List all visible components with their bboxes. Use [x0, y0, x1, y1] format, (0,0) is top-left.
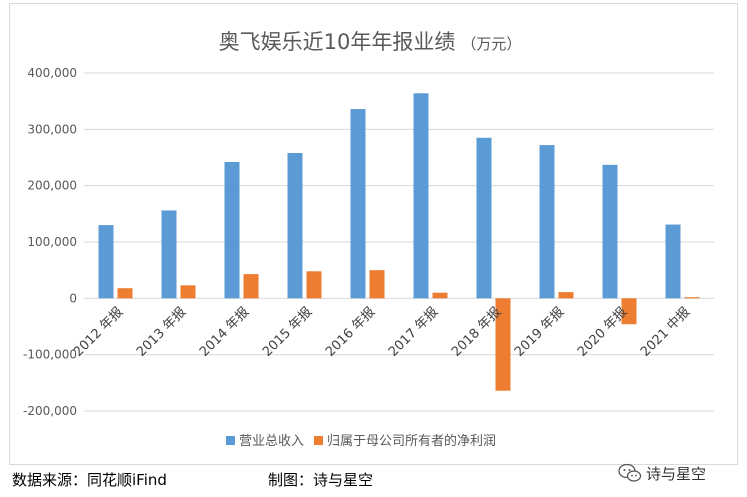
y-tick-label: -200,000 [23, 404, 77, 418]
net-profit-bar [432, 292, 448, 299]
y-tick-label: 200,000 [27, 179, 77, 193]
x-tick-label: 2019 年报 [512, 305, 567, 360]
revenue-bar [539, 145, 555, 299]
y-tick-label: 0 [69, 291, 77, 305]
revenue-bar [161, 210, 177, 299]
x-tick-label: 2012 年报 [71, 305, 126, 360]
x-tick-label: 2017 年报 [386, 305, 441, 360]
net-profit-bar [306, 271, 322, 299]
wechat-icon [618, 463, 642, 482]
net-profit-bar [180, 285, 196, 299]
revenue-bar [413, 93, 429, 299]
net-profit-bar [684, 297, 700, 299]
bar-chart: 奥飞娱乐近10年年报业绩 （万元） -200,000 -100,000 0 100,00… [23, 30, 714, 449]
legend: 营业总收入 归属于母公司所有者的净利润 [226, 433, 496, 449]
legend-label: 归属于母公司所有者的净利润 [327, 433, 496, 449]
net-profit-bar [369, 270, 385, 299]
x-tick-label: 2014 年报 [197, 305, 252, 360]
revenue-bar [665, 224, 681, 299]
revenue-bar [287, 152, 303, 299]
x-axis-ticks: 2012 年报 2013 年报 2014 年报 2015 年报 2016 年报 2017 … [71, 305, 693, 360]
chart-title: 奥飞娱乐近10年年报业绩 （万元） [219, 30, 522, 54]
revenue-bar [98, 225, 114, 299]
legend-swatch [314, 436, 323, 445]
net-profit-bar [243, 274, 259, 299]
net-profit-bar [621, 298, 637, 325]
chart-frame: 奥飞娱乐近10年年报业绩 （万元） -200,000 -100,000 0 100,00… [9, 3, 738, 465]
legend-label: 营业总收入 [239, 434, 304, 449]
net-profit-bar [495, 298, 511, 391]
revenue-bar [602, 164, 618, 299]
watermark-text: 诗与星空 [646, 464, 707, 483]
y-axis-ticks: -200,000 -100,000 0 100,000 200,000 300,000 40… [23, 66, 77, 418]
revenue-bar [224, 162, 240, 299]
revenue-bar [350, 109, 366, 299]
grid-lines [84, 72, 714, 412]
x-tick-label: 2015 年报 [260, 305, 315, 360]
legend-swatch [226, 436, 235, 445]
net-profit-bar [558, 292, 574, 299]
net-profit-bar [117, 288, 133, 299]
x-tick-label: 2016 年报 [323, 305, 378, 360]
revenue-bar [476, 137, 492, 299]
x-tick-label: 2020 年报 [575, 305, 630, 360]
bars [98, 93, 700, 391]
y-tick-label: 300,000 [27, 122, 77, 136]
x-tick-label: 2021 中报 [638, 305, 693, 360]
chart-maker-label: 制图：诗与星空 [268, 471, 374, 489]
chart-title-unit: （万元） [461, 35, 521, 53]
y-tick-label: 400,000 [27, 66, 77, 80]
x-tick-label: 2013 年报 [134, 305, 189, 360]
y-tick-label: -100,000 [23, 348, 77, 362]
watermark: 诗与星空 [618, 462, 706, 484]
chart-title-main: 奥飞娱乐近10年年报业绩 [219, 30, 456, 54]
y-tick-label: 100,000 [27, 235, 77, 249]
data-source-label: 数据来源：同花顺iFind [12, 471, 167, 489]
